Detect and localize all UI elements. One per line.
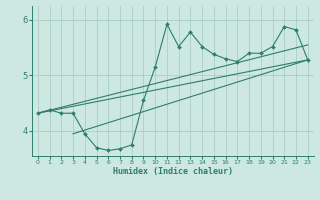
X-axis label: Humidex (Indice chaleur): Humidex (Indice chaleur) [113,167,233,176]
